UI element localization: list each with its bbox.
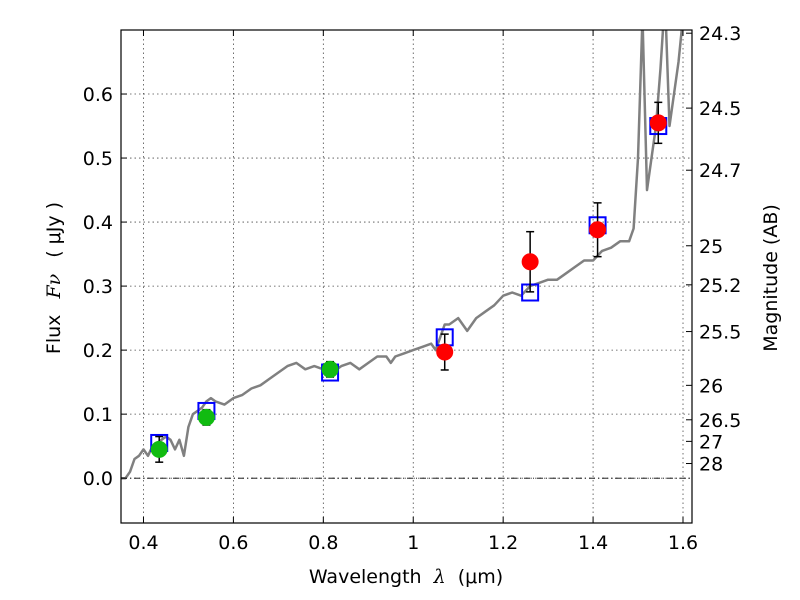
plot-frame: [120, 29, 693, 524]
magnitude-tick-label: 24.3: [699, 23, 741, 45]
magnitude-tick-label: 24.7: [699, 160, 741, 182]
x-tick-label: 1.2: [488, 532, 518, 554]
optical-observation-point: [197, 408, 215, 426]
y-tick-label: 0.6: [83, 84, 113, 106]
x-axis-ticks: 0.4 0.6 0.8 1 1.2 1.4 1.6: [128, 30, 698, 554]
x-axis-label: Wavelength λ (μm): [309, 566, 503, 588]
optical-observation-point: [150, 440, 168, 458]
nir-observation-point: [649, 114, 667, 132]
nir-observation-point: [589, 221, 607, 239]
model-spectrum-line: [121, 30, 683, 480]
x-tick-label: 1: [407, 532, 419, 554]
magnitude-tick-label: 24.5: [699, 98, 741, 120]
x-tick-label: 0.6: [218, 532, 248, 554]
y-tick-label: 0.3: [83, 276, 113, 298]
magnitude-tick-label: 25.5: [699, 322, 741, 344]
magnitude-tick-label: 28: [699, 454, 723, 476]
observed-points-layer: [150, 101, 667, 463]
x-tick-label: 0.4: [128, 532, 158, 554]
magnitude-tick-label: 26.5: [699, 410, 741, 432]
magnitude-axis-label: Magnitude (AB): [760, 204, 782, 352]
magnitude-tick-label: 27: [699, 431, 723, 453]
optical-observation-point: [321, 360, 339, 378]
y-axis-ticks: 0.0 0.1 0.2 0.3 0.4 0.5 0.6: [83, 84, 127, 490]
x-tick-label: 1.6: [668, 532, 698, 554]
grid-layer: [121, 30, 692, 523]
y-axis-label: Flux Fν ( μJy ): [43, 202, 65, 354]
y-tick-label: 0.4: [83, 212, 113, 234]
magnitude-tick-label: 26: [699, 375, 723, 397]
magnitude-tick-label: 25: [699, 236, 723, 258]
x-tick-label: 1.4: [578, 532, 608, 554]
y-tick-label: 0.1: [83, 404, 113, 426]
magnitude-tick-label: 25.2: [699, 275, 741, 297]
y-tick-label: 0.2: [83, 340, 113, 362]
nir-observation-point: [436, 343, 454, 361]
y-tick-label: 0.0: [83, 468, 113, 490]
nir-observation-point: [521, 253, 539, 271]
y-tick-label: 0.5: [83, 148, 113, 170]
x-tick-label: 0.8: [308, 532, 338, 554]
